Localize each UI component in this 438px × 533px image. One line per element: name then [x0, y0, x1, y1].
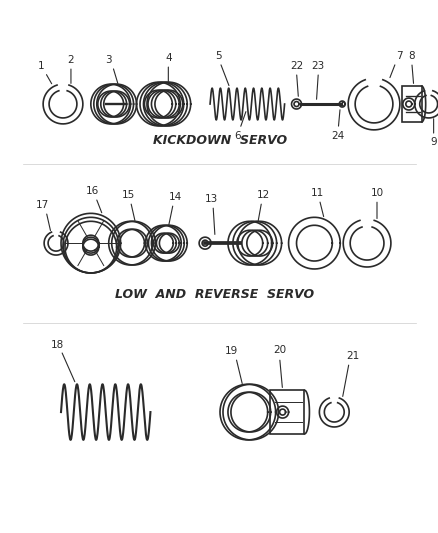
- Text: 2: 2: [67, 55, 74, 66]
- Text: 4: 4: [165, 53, 171, 63]
- Text: 17: 17: [35, 200, 49, 211]
- Text: 22: 22: [289, 61, 303, 71]
- Text: 24: 24: [331, 131, 344, 141]
- Text: 14: 14: [168, 192, 181, 203]
- Text: 20: 20: [272, 345, 286, 356]
- Text: 3: 3: [105, 55, 112, 66]
- Text: 8: 8: [407, 51, 414, 61]
- Text: 19: 19: [225, 346, 238, 357]
- Text: 23: 23: [311, 61, 324, 71]
- Text: KICKDOWN  SERVO: KICKDOWN SERVO: [152, 134, 286, 147]
- Text: LOW  AND  REVERSE  SERVO: LOW AND REVERSE SERVO: [115, 288, 314, 301]
- Text: 9: 9: [429, 137, 436, 147]
- Text: 16: 16: [86, 187, 99, 197]
- Text: 18: 18: [50, 340, 64, 350]
- Text: 13: 13: [204, 195, 217, 205]
- Text: 15: 15: [122, 190, 135, 200]
- Text: 5: 5: [214, 51, 221, 61]
- Text: 7: 7: [396, 51, 402, 61]
- Text: 6: 6: [234, 131, 240, 141]
- Text: 11: 11: [310, 189, 323, 198]
- Text: 1: 1: [38, 61, 44, 71]
- Text: 12: 12: [257, 190, 270, 200]
- Text: 21: 21: [346, 351, 359, 361]
- Text: 10: 10: [370, 189, 383, 198]
